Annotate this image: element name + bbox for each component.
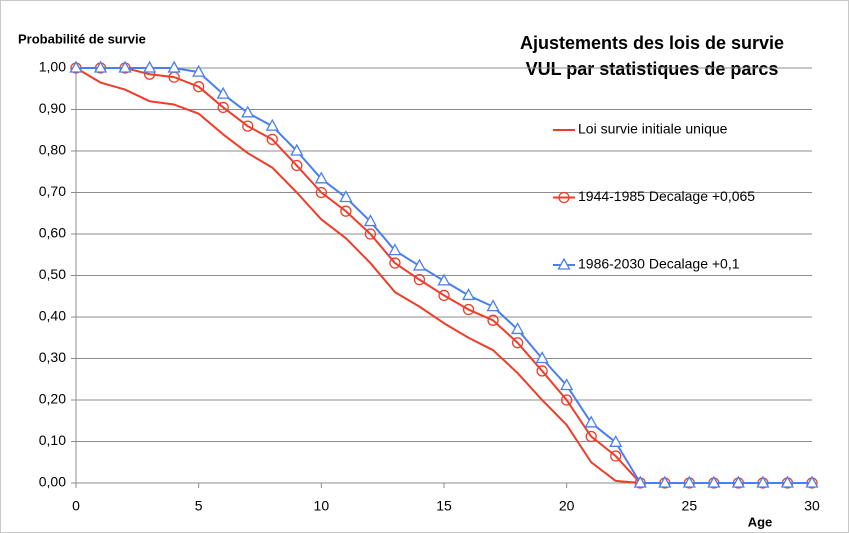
circle-marker	[438, 289, 450, 302]
triangle-marker	[241, 105, 255, 118]
triangle-marker	[731, 475, 745, 488]
triangle-marker	[609, 434, 623, 447]
y-tick-label: 0,50	[39, 266, 66, 282]
triangle-marker	[535, 351, 549, 364]
y-tick-label: 0,20	[39, 391, 66, 407]
y-tick-label: 0,10	[39, 432, 66, 448]
triangle-marker	[682, 475, 696, 488]
triangle-marker	[118, 60, 132, 73]
triangle-marker	[143, 60, 157, 73]
triangle-marker	[560, 378, 574, 391]
triangle-marker	[584, 415, 598, 428]
triangle-marker	[339, 190, 353, 203]
triangle-marker	[756, 475, 770, 488]
triangle-marker	[511, 322, 525, 335]
y-tick-label: 0,40	[39, 308, 66, 324]
y-tick-label: 0,60	[39, 225, 66, 241]
triangle-marker	[167, 60, 181, 73]
x-tick-label: 15	[436, 498, 452, 514]
x-tick-label: 20	[559, 498, 575, 514]
circle-marker	[487, 314, 499, 326]
triangle-marker	[69, 60, 83, 73]
circle-marker	[364, 228, 377, 240]
triangle-marker	[658, 475, 672, 488]
x-tick-label: 5	[195, 498, 203, 514]
circle-marker	[585, 430, 597, 443]
triangle-marker	[363, 214, 377, 227]
circle-marker	[536, 365, 548, 377]
x-tick-label: 30	[804, 498, 820, 514]
y-tick-label: 0,00	[39, 474, 66, 490]
triangle-marker	[780, 475, 795, 488]
y-tick-label: 1,00	[39, 59, 66, 75]
circle-marker	[462, 303, 475, 316]
triangle-marker	[461, 288, 476, 301]
y-tick-label: 0,30	[39, 349, 66, 365]
x-axis-label: Age	[748, 514, 773, 529]
x-tick-label: 25	[682, 498, 698, 514]
triangle-marker	[437, 273, 451, 286]
triangle-marker	[707, 475, 721, 488]
legend-label: Loi survie initiale unique	[578, 121, 728, 137]
y-tick-label: 0,90	[39, 100, 66, 116]
triangle-marker	[633, 475, 647, 488]
circle-marker	[291, 159, 303, 172]
circle-marker	[242, 120, 254, 132]
circle-marker	[511, 337, 524, 349]
legend-label: 1944-1985 Decalage +0,065	[578, 188, 755, 204]
circle-marker	[193, 81, 205, 93]
triangle-marker	[192, 64, 206, 77]
circle-marker	[610, 450, 622, 462]
legend-label: 1986-2030 Decalage +0,1	[578, 256, 740, 272]
triangle-marker	[93, 60, 108, 73]
circle-marker	[315, 186, 327, 199]
circle-marker	[217, 101, 229, 114]
triangle-marker	[388, 243, 402, 256]
circle-marker	[266, 133, 278, 146]
triangle-marker	[412, 258, 427, 271]
circle-marker	[558, 191, 570, 204]
triangle-marker	[314, 171, 328, 184]
circle-marker	[340, 205, 352, 217]
triangle-marker	[290, 143, 304, 156]
triangle-marker	[557, 257, 571, 270]
chart-title: VUL par statistiques de parcs	[526, 59, 779, 79]
chart-title: Ajustements des lois de survie	[520, 33, 784, 53]
x-tick-label: 0	[72, 498, 80, 514]
triangle-marker	[216, 86, 230, 99]
triangle-marker	[805, 475, 819, 488]
y-tick-label: 0,80	[39, 142, 66, 158]
circle-marker	[413, 273, 426, 286]
triangle-marker	[265, 118, 279, 131]
circle-marker	[389, 257, 401, 269]
y-tick-label: 0,70	[39, 183, 66, 199]
triangle-marker	[486, 299, 500, 312]
x-tick-label: 10	[314, 498, 330, 514]
y-axis-label: Probabilité de survie	[18, 31, 146, 46]
circle-marker	[561, 394, 573, 406]
